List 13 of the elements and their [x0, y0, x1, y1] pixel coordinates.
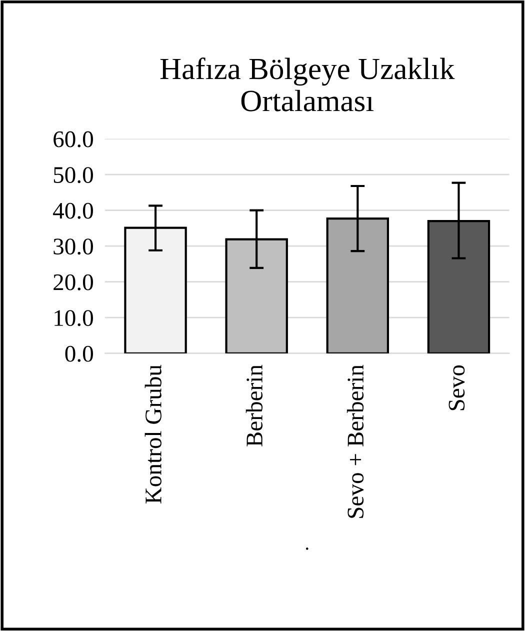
y-tick-label: 40.0 — [53, 202, 93, 219]
x-tick-label: Sevo — [448, 365, 465, 410]
x-tick-label: Berberin — [246, 364, 263, 446]
y-tick-label: 60.0 — [54, 131, 93, 148]
x-tick-label: Kontrol Grubu — [144, 364, 162, 504]
y-tick-label: 20.0 — [54, 274, 93, 290]
y-tick-label: 10.0 — [54, 310, 93, 326]
x-tick-label: Sevo + Berberin — [346, 364, 364, 518]
x-axis-title: . — [306, 548, 308, 550]
y-tick-label: 0.0 — [65, 346, 93, 362]
y-tick-label: 50.0 — [54, 167, 93, 184]
y-tick-label: 30.0 — [54, 238, 93, 255]
chart-title: Hafıza Bölgeye Uzaklık Ortalaması — [160, 57, 455, 112]
